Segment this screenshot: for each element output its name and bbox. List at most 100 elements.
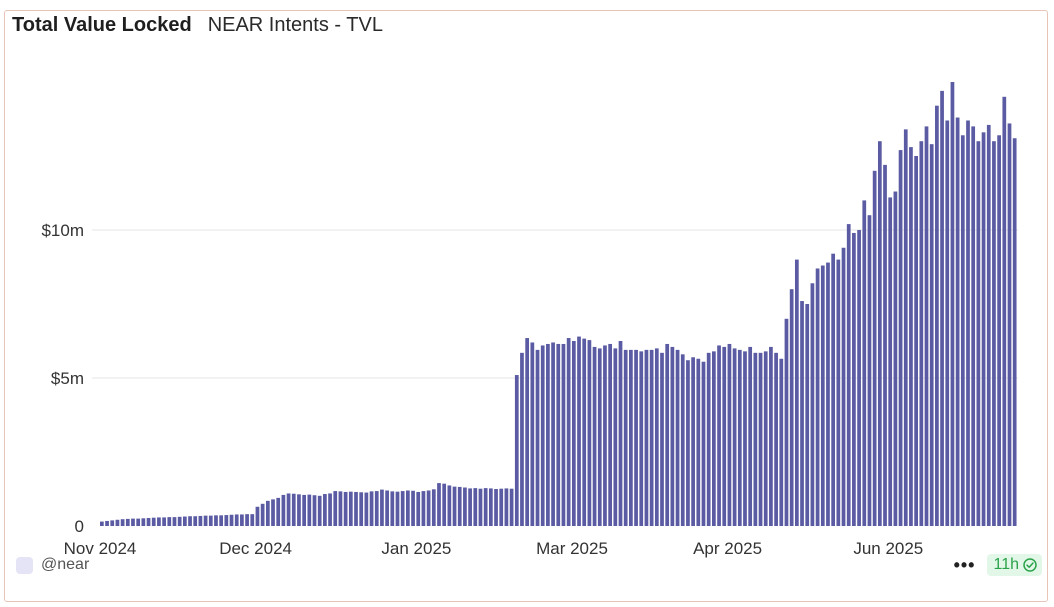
bar[interactable] — [898, 150, 903, 526]
bar[interactable] — [976, 141, 981, 526]
bar[interactable] — [893, 191, 898, 526]
bar[interactable] — [883, 164, 887, 526]
bar[interactable] — [463, 487, 467, 526]
bar[interactable] — [919, 141, 924, 526]
bar[interactable] — [364, 492, 369, 526]
bar[interactable] — [763, 351, 768, 526]
bar[interactable] — [779, 358, 784, 526]
bar[interactable] — [618, 341, 623, 526]
bar[interactable] — [592, 346, 597, 526]
bar[interactable] — [841, 247, 846, 526]
bar[interactable] — [935, 105, 939, 527]
bar[interactable] — [846, 224, 851, 526]
bar[interactable] — [597, 348, 602, 526]
bar[interactable] — [483, 488, 488, 526]
bar[interactable] — [504, 488, 509, 526]
freshness-badge[interactable]: 11h — [987, 554, 1042, 576]
bar[interactable] — [732, 348, 737, 526]
bar[interactable] — [789, 289, 794, 526]
bar[interactable] — [348, 491, 353, 526]
bar[interactable] — [369, 491, 374, 526]
bar[interactable] — [416, 491, 421, 526]
bar[interactable] — [250, 514, 255, 526]
bar[interactable] — [151, 517, 156, 526]
bar[interactable] — [857, 230, 861, 526]
bar[interactable] — [188, 516, 192, 526]
bar[interactable] — [950, 82, 955, 526]
bar[interactable] — [997, 135, 1001, 526]
bar[interactable] — [691, 357, 695, 526]
bar[interactable] — [234, 514, 239, 526]
bar[interactable] — [400, 491, 405, 526]
bar[interactable] — [784, 318, 789, 526]
bar[interactable] — [509, 488, 514, 526]
bar[interactable] — [660, 352, 664, 526]
bar[interactable] — [852, 232, 856, 526]
bar[interactable] — [960, 135, 965, 526]
more-options-button[interactable]: ••• — [953, 555, 976, 575]
bar[interactable] — [955, 117, 960, 527]
bar[interactable] — [629, 349, 633, 526]
bar[interactable] — [587, 340, 592, 526]
bar[interactable] — [530, 342, 535, 526]
bar[interactable] — [701, 361, 706, 526]
bar[interactable] — [286, 493, 291, 526]
bar[interactable] — [945, 120, 950, 526]
bar[interactable] — [193, 516, 198, 526]
bar[interactable] — [255, 506, 260, 526]
bar[interactable] — [929, 144, 934, 526]
bar[interactable] — [1007, 123, 1012, 526]
bar[interactable] — [411, 490, 415, 526]
bar[interactable] — [224, 515, 229, 526]
bar[interactable] — [670, 346, 675, 526]
bar[interactable] — [712, 351, 716, 526]
bar[interactable] — [380, 489, 384, 526]
bar[interactable] — [986, 124, 991, 527]
bar[interactable] — [172, 517, 177, 526]
bar[interactable] — [722, 346, 727, 526]
bar[interactable] — [872, 170, 877, 527]
bar[interactable] — [297, 494, 301, 526]
bar[interactable] — [556, 343, 561, 526]
bar[interactable] — [577, 336, 581, 526]
bar[interactable] — [131, 518, 135, 526]
bar[interactable] — [302, 494, 306, 526]
bar[interactable] — [582, 338, 587, 526]
bar[interactable] — [737, 349, 742, 526]
bar[interactable] — [136, 518, 141, 526]
bar[interactable] — [312, 495, 317, 526]
bar[interactable] — [748, 346, 753, 526]
bar[interactable] — [794, 259, 799, 526]
bar[interactable] — [924, 126, 929, 527]
bar[interactable] — [888, 197, 893, 526]
bar[interactable] — [753, 352, 758, 526]
bar[interactable] — [167, 517, 172, 526]
bar[interactable] — [110, 520, 115, 526]
bar[interactable] — [431, 489, 436, 526]
bar[interactable] — [281, 494, 286, 526]
bar[interactable] — [608, 343, 612, 526]
bar[interactable] — [343, 491, 348, 526]
bar[interactable] — [805, 304, 810, 526]
bar[interactable] — [649, 349, 654, 526]
bar[interactable] — [452, 486, 457, 526]
bar[interactable] — [473, 488, 478, 526]
bar[interactable] — [240, 514, 244, 526]
bar[interactable] — [1002, 96, 1007, 527]
bar[interactable] — [333, 491, 338, 526]
bar[interactable] — [992, 141, 996, 526]
bar[interactable] — [546, 343, 550, 526]
bar[interactable] — [390, 491, 395, 526]
bar[interactable] — [571, 341, 576, 526]
bar[interactable] — [271, 499, 275, 526]
bar[interactable] — [385, 490, 389, 526]
bar[interactable] — [644, 349, 649, 526]
bar[interactable] — [826, 262, 830, 526]
bar[interactable] — [706, 352, 711, 526]
bar[interactable] — [815, 268, 820, 526]
bar[interactable] — [162, 517, 166, 526]
bar[interactable] — [115, 519, 120, 526]
bar[interactable] — [665, 343, 670, 526]
bar[interactable] — [260, 503, 265, 526]
bar[interactable] — [535, 349, 540, 526]
